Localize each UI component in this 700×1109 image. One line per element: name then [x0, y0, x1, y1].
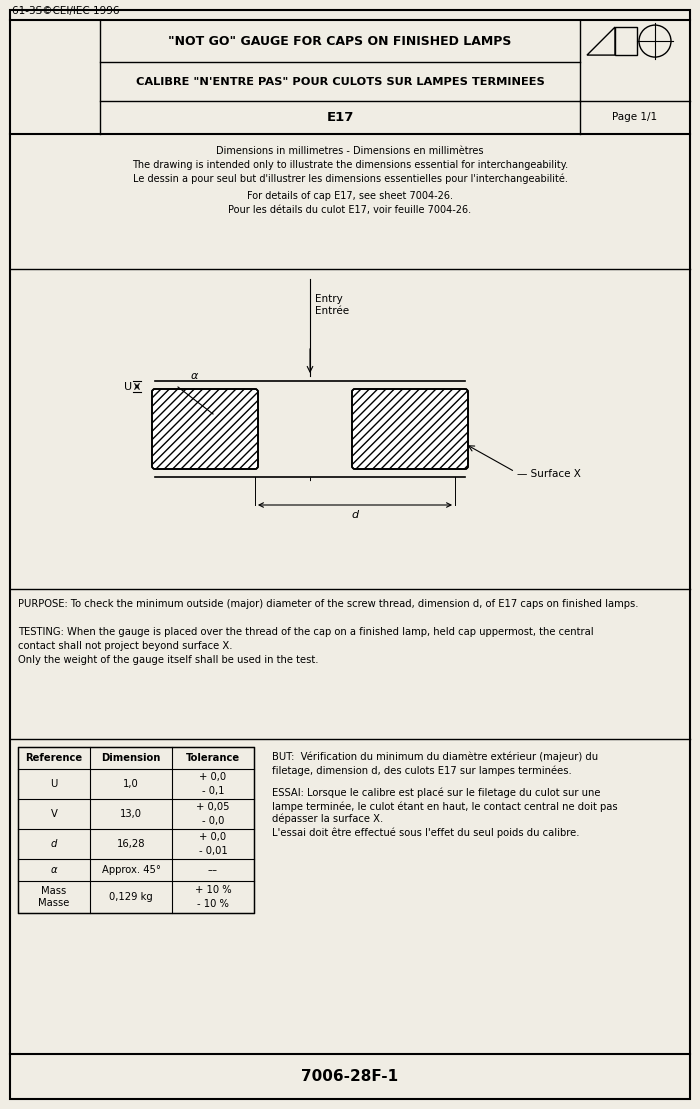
FancyBboxPatch shape [152, 389, 258, 469]
Text: Dimension: Dimension [102, 753, 161, 763]
Text: Reference: Reference [25, 753, 83, 763]
Text: L'essai doit être effectué sous l'effet du seul poids du calibre.: L'essai doit être effectué sous l'effet … [272, 827, 580, 837]
Text: Le dessin a pour seul but d'illustrer les dimensions essentielles pour l'interch: Le dessin a pour seul but d'illustrer le… [132, 174, 568, 184]
Text: PURPOSE: To check the minimum outside (major) diameter of the screw thread, dime: PURPOSE: To check the minimum outside (m… [18, 599, 638, 609]
Text: — Surface X: — Surface X [517, 469, 581, 479]
Bar [615, 27, 637, 55]
Text: 7006-28F-1: 7006-28F-1 [302, 1069, 398, 1083]
Text: Approx. 45°: Approx. 45° [102, 865, 160, 875]
Text: Pour les détails du culot E17, voir feuille 7004-26.: Pour les détails du culot E17, voir feui… [228, 205, 472, 215]
Text: α: α [191, 372, 198, 381]
Text: Mass
Masse: Mass Masse [38, 886, 70, 908]
Text: ––: –– [208, 865, 218, 875]
Text: + 0,05: + 0,05 [196, 803, 230, 813]
Text: For details of cap E17, see sheet 7004-26.: For details of cap E17, see sheet 7004-2… [247, 191, 453, 201]
Text: BUT:  Vérification du minimum du diamètre extérieur (majeur) du: BUT: Vérification du minimum du diamètre… [272, 752, 598, 763]
Text: "NOT GO" GAUGE FOR CAPS ON FINISHED LAMPS: "NOT GO" GAUGE FOR CAPS ON FINISHED LAMP… [168, 34, 512, 48]
Text: - 0,01: - 0,01 [199, 845, 228, 856]
Text: V: V [50, 808, 57, 820]
Text: dépasser la surface X.: dépasser la surface X. [272, 814, 384, 824]
Text: 13,0: 13,0 [120, 808, 142, 820]
Text: - 0,1: - 0,1 [202, 785, 224, 795]
Text: α: α [50, 865, 57, 875]
Text: CALIBRE "N'ENTRE PAS" POUR CULOTS SUR LAMPES TERMINEES: CALIBRE "N'ENTRE PAS" POUR CULOTS SUR LA… [136, 77, 545, 87]
Text: The drawing is intended only to illustrate the dimensions essential for intercha: The drawing is intended only to illustra… [132, 160, 568, 170]
Bar [18, 747, 254, 913]
Text: 1,0: 1,0 [123, 779, 139, 788]
Text: Entry
Entrée: Entry Entrée [315, 294, 349, 316]
FancyBboxPatch shape [352, 389, 468, 469]
Text: - 10 %: - 10 % [197, 899, 229, 909]
Text: Dimensions in millimetres - Dimensions en millimètres: Dimensions in millimetres - Dimensions e… [216, 146, 484, 156]
Text: lampe terminée, le culot étant en haut, le contact central ne doit pas: lampe terminée, le culot étant en haut, … [272, 801, 617, 812]
Text: + 0,0: + 0,0 [199, 833, 227, 843]
Text: contact shall not project beyond surface X.: contact shall not project beyond surface… [18, 641, 232, 651]
Text: U: U [124, 381, 132, 391]
Text: + 0,0: + 0,0 [199, 772, 227, 783]
Text: + 10 %: + 10 % [195, 885, 231, 895]
Text: E17: E17 [326, 111, 354, 124]
Text: TESTING: When the gauge is placed over the thread of the cap on a finished lamp,: TESTING: When the gauge is placed over t… [18, 627, 594, 637]
Text: 0,129 kg: 0,129 kg [109, 892, 153, 902]
Text: d: d [351, 510, 358, 520]
Text: Page 1/1: Page 1/1 [612, 112, 657, 122]
Text: U: U [50, 779, 57, 788]
Text: 61-3S©CEI/IEC 1996: 61-3S©CEI/IEC 1996 [12, 6, 120, 16]
Text: Only the weight of the gauge itself shall be used in the test.: Only the weight of the gauge itself shal… [18, 655, 318, 665]
Text: d: d [51, 840, 57, 849]
Text: - 0,0: - 0,0 [202, 815, 224, 825]
Text: 16,28: 16,28 [117, 840, 146, 849]
Text: ESSAI: Lorsque le calibre est placé sur le filetage du culot sur une: ESSAI: Lorsque le calibre est placé sur … [272, 788, 601, 798]
Text: filetage, dimension d, des culots E17 sur lampes terminées.: filetage, dimension d, des culots E17 su… [272, 765, 572, 775]
Text: Tolerance: Tolerance [186, 753, 240, 763]
